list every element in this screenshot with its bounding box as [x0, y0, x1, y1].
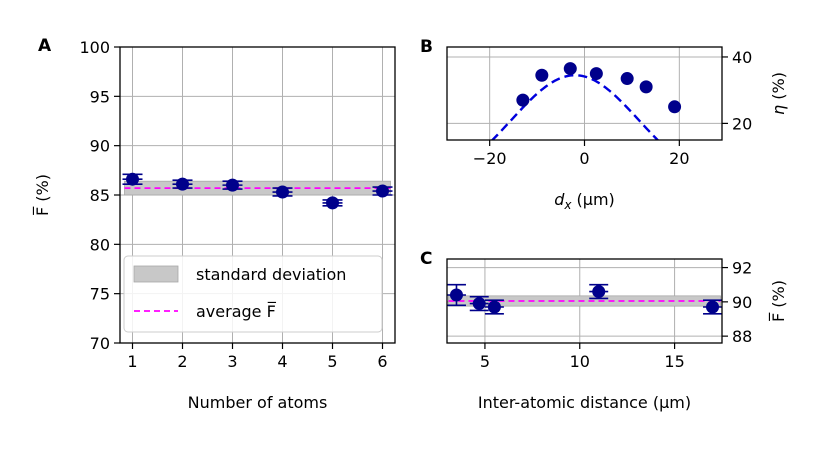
data-marker: [176, 177, 189, 191]
data-point: [639, 80, 653, 94]
y-axis-label-unit: (%): [769, 72, 788, 105]
data-point: [272, 185, 293, 199]
x-axis-label: Inter-atomic distance (μm): [478, 393, 691, 412]
y-axis-label-var: η: [769, 105, 788, 115]
x-tick-label: 15: [664, 352, 684, 371]
x-axis-label-unit: (μm): [571, 190, 614, 209]
data-marker: [472, 297, 486, 311]
data-point: [372, 184, 393, 198]
data-marker: [487, 300, 501, 314]
panel-a: 1 2 3 4 5 6 70 75 80 85 90 95 100 A Number of atoms F̅ …: [33, 36, 396, 412]
data-marker: [535, 68, 549, 82]
x-tick-label: 4: [277, 352, 287, 371]
y-tick-label: 40: [732, 48, 752, 67]
data-marker: [376, 184, 389, 198]
data-point: [469, 295, 489, 312]
data-point: [703, 299, 722, 315]
y-tick-label: 70: [90, 334, 110, 353]
data-point: [535, 68, 549, 82]
legend-label-average: average F̅: [196, 302, 277, 321]
legend-label-std: standard deviation: [196, 265, 346, 284]
data-point: [447, 283, 466, 307]
x-tick-label: 1: [127, 352, 137, 371]
data-marker: [276, 185, 289, 199]
panel-label-a: A: [38, 36, 52, 56]
panel-b: −20 0 20 20 40 Bdx (μm) η (%): [420, 37, 788, 212]
data-point: [484, 299, 504, 315]
data-marker: [668, 100, 682, 114]
data-point: [516, 93, 530, 107]
x-tick-label: −20: [473, 149, 507, 168]
data-marker: [126, 172, 139, 186]
data-marker: [639, 80, 653, 94]
x-tick-label: 6: [377, 352, 387, 371]
data-marker: [516, 93, 530, 107]
y-tick-label: 20: [732, 114, 752, 133]
data-marker: [589, 67, 603, 81]
x-tick-label: 5: [480, 352, 490, 371]
data-point: [620, 72, 634, 86]
data-marker: [563, 62, 577, 76]
y-tick-label: 88: [732, 327, 752, 346]
data-point: [668, 100, 682, 114]
x-tick-label: 3: [227, 352, 237, 371]
data-point: [322, 196, 343, 210]
x-tick-label: 2: [177, 352, 187, 371]
x-axis-label-var: d: [554, 190, 565, 209]
legend-band-swatch: [133, 265, 179, 283]
data-marker: [326, 196, 339, 210]
x-tick-label: 5: [327, 352, 337, 371]
y-tick-label: 92: [732, 259, 752, 278]
data-point: [563, 62, 577, 76]
data-marker: [706, 300, 720, 314]
panel-label-b: B: [420, 37, 433, 57]
panel-label-c: C: [420, 249, 432, 269]
data-marker: [226, 178, 239, 192]
data-point: [589, 67, 603, 81]
data-point: [589, 283, 609, 300]
y-axis-label: F̅ (%): [33, 174, 52, 216]
data-marker: [592, 285, 606, 299]
panel-c: 5 10 15 88 90 92 C Inter-atomic distance (μm) F̅…: [420, 249, 788, 412]
data-marker: [449, 288, 463, 302]
x-axis-label-sub: x: [563, 198, 572, 212]
legend: standard deviation average F̅: [123, 255, 383, 333]
y-axis-label: η (%): [769, 72, 788, 115]
x-tick-label: 10: [570, 352, 590, 371]
legend-box: [123, 255, 383, 333]
data-marker: [620, 72, 634, 86]
y-tick-label: 85: [90, 186, 110, 205]
x-tick-label: 20: [669, 149, 689, 168]
y-tick-label: 90: [90, 137, 110, 156]
data-point: [122, 172, 143, 186]
x-axis-label: dx (μm): [554, 190, 615, 212]
data-point: [222, 178, 243, 192]
y-tick-label: 90: [732, 293, 752, 312]
data-point: [172, 177, 193, 191]
y-tick-label: 80: [90, 235, 110, 254]
y-tick-label: 100: [79, 38, 110, 57]
x-axis-label: Number of atoms: [188, 393, 328, 412]
axes-frame: [446, 258, 723, 344]
y-tick-label: 95: [90, 87, 110, 106]
x-tick-label: 0: [579, 149, 589, 168]
y-tick-label: 75: [90, 285, 110, 304]
y-axis-label: F̅ (%): [769, 280, 788, 322]
